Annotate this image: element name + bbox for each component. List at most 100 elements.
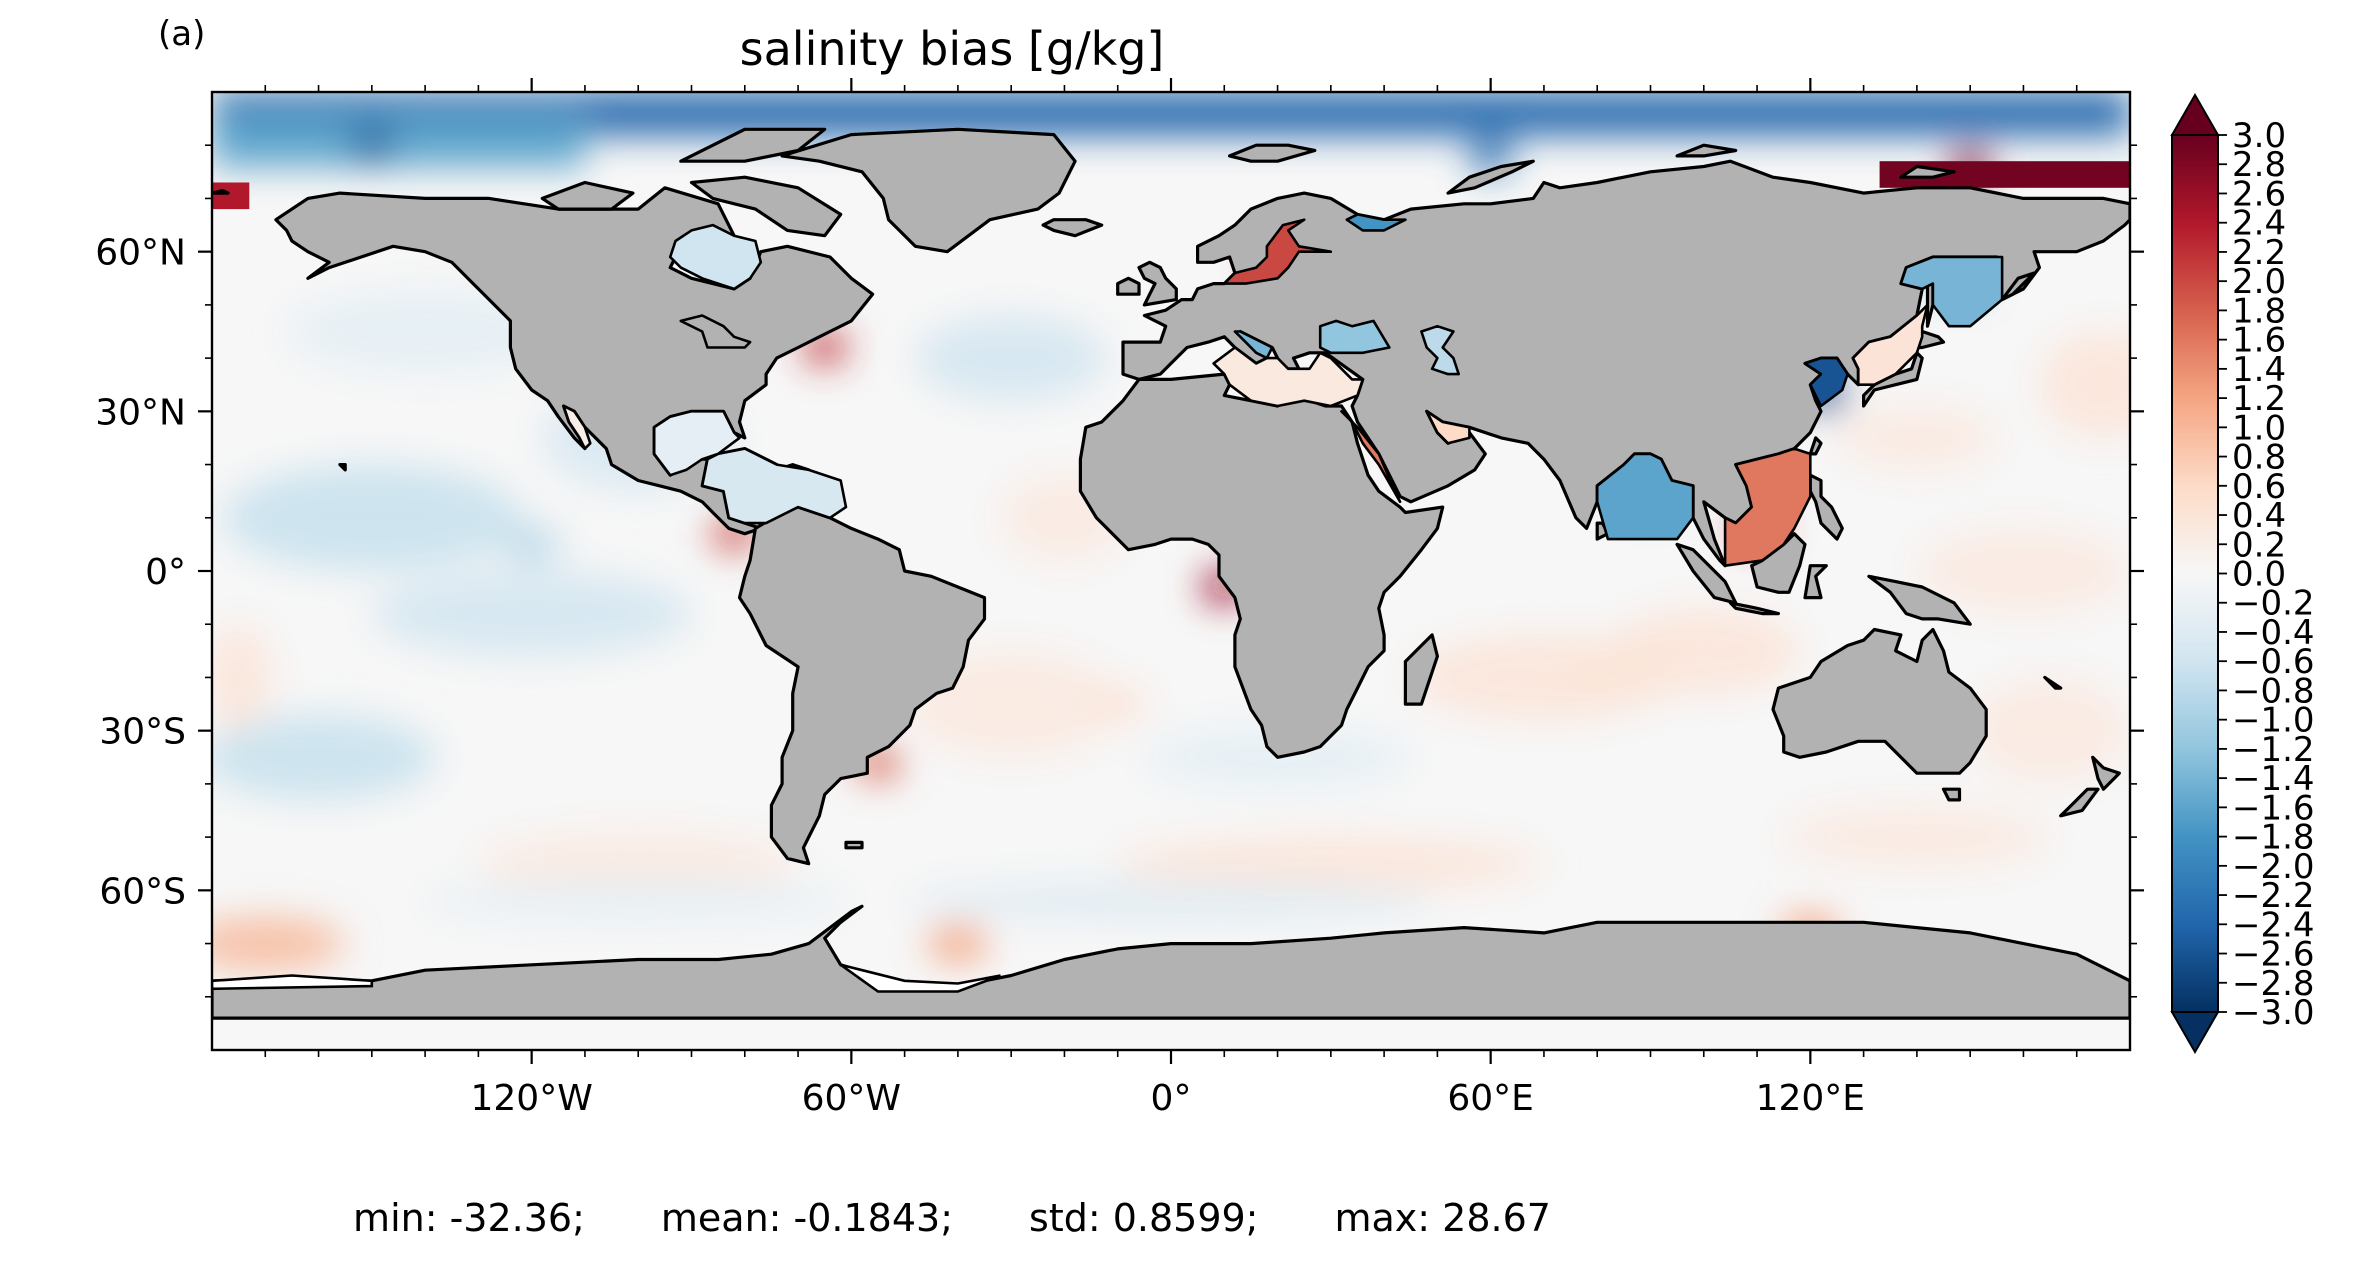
y-tick-label: 30°N	[95, 392, 186, 433]
bias-patch	[1117, 837, 1544, 891]
philippines-landmass	[1808, 473, 1844, 541]
regional-bias-mark	[1567, 659, 1628, 696]
bias-patch	[904, 879, 1438, 923]
sulawesi-landmass	[1803, 564, 1828, 600]
great-lakes-water	[679, 314, 752, 349]
colorbar-tick-label: −1.4	[2232, 759, 2315, 799]
colorbar-tick-label: 0.4	[2232, 496, 2286, 536]
stat-min: min: -32.36;	[353, 1196, 585, 1240]
bay-of-bengal-water	[1595, 452, 1695, 541]
colorbar-tick-label: 2.6	[2232, 174, 2286, 214]
regional-bias-mark	[1468, 139, 1513, 172]
new-zealand-north-landmass	[2091, 755, 2121, 791]
colorbar-body	[2171, 134, 2219, 1013]
bias-patch	[1970, 677, 2130, 784]
y-tick-label: 30°S	[99, 712, 186, 753]
bias-patch	[915, 315, 1108, 401]
regional-bias-mark	[501, 526, 562, 563]
caribbean-water	[700, 447, 848, 525]
sea-of-okhotsk-water	[1899, 255, 2004, 328]
colorbar-tick-label: −1.6	[2232, 788, 2315, 828]
madagascar-landmass	[1403, 633, 1439, 706]
south-america-landmass	[737, 505, 987, 866]
colorbar-tick-label: −2.2	[2232, 876, 2315, 916]
greenland-landmass	[780, 127, 1077, 254]
regional-bias-mark	[927, 925, 988, 962]
bias-patch	[212, 916, 346, 971]
bias-patch	[1916, 528, 2130, 614]
colorbar-min-extend	[2170, 1011, 2220, 1055]
bias-patch	[1607, 608, 1800, 694]
bias-patch	[425, 879, 852, 923]
yellow-sea-water	[1803, 356, 1849, 408]
new-siberian-islands-landmass	[1899, 164, 1956, 179]
severnaya-zemlya-landmass	[1675, 143, 1738, 158]
victoria-island-landmass	[540, 180, 635, 211]
novaya-zemlya-landmass	[1446, 159, 1535, 195]
wrangel-island-landmass	[212, 188, 230, 195]
black-sea-water	[1318, 319, 1391, 355]
sea-of-japan-water	[1851, 303, 1929, 386]
new-caledonia-landmass	[2043, 675, 2063, 690]
x-tick-label: 120°W	[471, 1078, 593, 1119]
x-tick-label: 0°	[1151, 1078, 1192, 1119]
y-tick-label: 60°N	[95, 233, 186, 274]
bias-field	[212, 92, 2130, 971]
bias-patch	[371, 571, 692, 657]
regional-bias-mark	[1087, 686, 1148, 723]
colorbar-tick-label: 1.6	[2232, 321, 2286, 361]
colorbar-tick-label: 2.0	[2232, 262, 2286, 302]
chukchi-extreme	[212, 182, 250, 210]
beaufort-band	[212, 113, 585, 167]
ronne-ice-shelf	[839, 963, 1001, 993]
taiwan-landmass	[1808, 436, 1823, 456]
colorbar-tick-label: −0.8	[2232, 671, 2315, 711]
map-title: salinity bias [g/kg]	[739, 22, 1165, 76]
colorbar-tick-label: −0.4	[2232, 613, 2315, 653]
panel-label: (a)	[158, 14, 206, 54]
red-sea-water	[1340, 410, 1402, 504]
colorbar-tick-label: 1.4	[2232, 350, 2286, 390]
colorbar-tick-label: 2.4	[2232, 204, 2286, 244]
colorbar-tick-label: −2.8	[2232, 964, 2315, 1004]
x-tick-label: 60°E	[1447, 1078, 1534, 1119]
white-sea-water	[1345, 213, 1407, 232]
colorbar-tick-label: 2.8	[2232, 145, 2286, 185]
colorbar-tick-label: −1.2	[2232, 730, 2315, 770]
colorbar-tick-label: −1.8	[2232, 818, 2315, 858]
regional-bias-mark	[349, 129, 394, 162]
statistics-line: min: -32.36; mean: -0.1843; std: 0.8599; ma…	[0, 1196, 1904, 1240]
new-guinea-landmass	[1867, 574, 1972, 626]
colorbar-tick-label: 0.8	[2232, 438, 2286, 478]
gulf-of-california-water	[562, 404, 592, 450]
ellesmere-island-landmass	[679, 127, 827, 163]
antarctica-landmass	[212, 904, 2130, 1020]
x-tick-label: 120°E	[1756, 1078, 1865, 1119]
y-tick-label: 60°S	[99, 871, 186, 912]
kamchatka-tip-landmass	[2000, 271, 2036, 302]
australia-landmass	[1771, 627, 1988, 775]
bias-patch	[1836, 406, 1997, 470]
gulf-of-mexico-water	[652, 410, 741, 477]
bias-patch	[478, 831, 799, 896]
colorbar-tick-label: 0.2	[2232, 525, 2286, 565]
y-tick-label: 0°	[145, 552, 186, 593]
bias-patch	[212, 714, 436, 800]
ireland-landmass	[1116, 276, 1141, 296]
bias-patch	[2039, 331, 2130, 438]
caspian-sea-water	[1420, 324, 1460, 376]
new-zealand-south-landmass	[2059, 787, 2100, 818]
colorbar-tick-label: 1.0	[2232, 408, 2286, 448]
falklands-landmass	[844, 840, 864, 850]
adriatic-water	[1233, 330, 1274, 360]
iceland-landmass	[1041, 218, 1104, 238]
bias-patch	[222, 464, 522, 571]
baffin-island-landmass	[689, 175, 843, 238]
colorbar-tick-label: −2.4	[2232, 905, 2315, 945]
stat-mean: mean: -0.1843;	[660, 1196, 954, 1240]
colorbar-tick-label: 1.8	[2232, 291, 2286, 331]
colorbar-tick-label: −1.0	[2232, 701, 2315, 741]
stat-std: std: 0.8599;	[1029, 1196, 1259, 1240]
bias-patch	[1783, 805, 2051, 870]
